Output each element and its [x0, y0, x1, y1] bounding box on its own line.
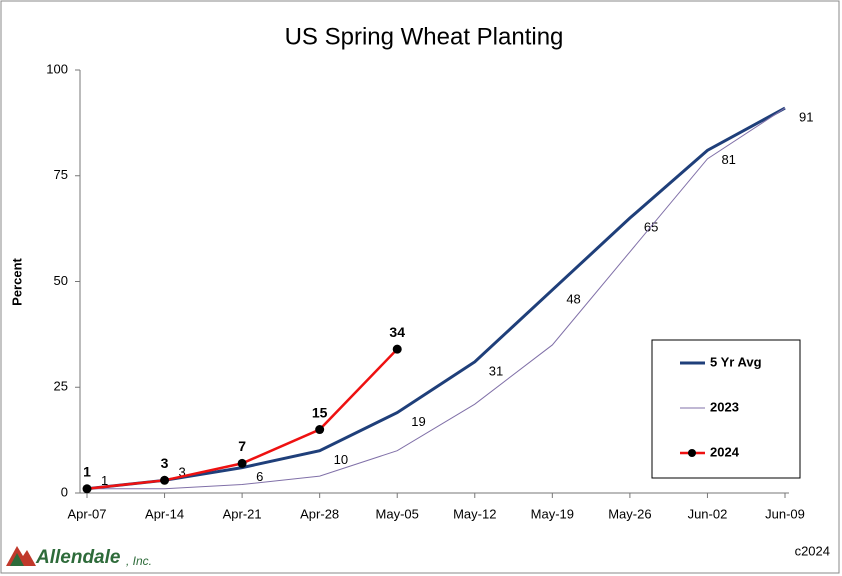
x-tick-label: Apr-14 — [145, 506, 184, 521]
series-line — [87, 107, 786, 490]
x-tick-label: Jun-02 — [688, 506, 728, 521]
data-label: 48 — [566, 291, 580, 306]
data-label: 1 — [101, 473, 108, 488]
data-label: 31 — [489, 363, 503, 378]
y-tick-label: 50 — [54, 273, 68, 288]
x-tick-label: May-26 — [608, 506, 651, 521]
legend-label: 5 Yr Avg — [710, 354, 762, 369]
footer: c2024 — [795, 543, 830, 558]
legend-label: 2023 — [710, 399, 739, 414]
data-label: 81 — [721, 152, 735, 167]
data-label: 91 — [799, 110, 813, 125]
data-label: 10 — [334, 452, 348, 467]
series-marker — [315, 425, 325, 435]
series-marker — [392, 344, 402, 354]
data-label: 3 — [161, 455, 169, 471]
logo-name: Allendale — [35, 547, 121, 568]
logo-icon-inner — [10, 553, 24, 566]
data-label: 6 — [256, 469, 263, 484]
y-tick-label: 0 — [61, 484, 68, 499]
y-axis-label: Percent — [9, 257, 24, 305]
data-label: 19 — [411, 414, 425, 429]
legend-box — [651, 339, 801, 479]
x-tick-label: Apr-07 — [67, 506, 106, 521]
series-line — [86, 106, 786, 491]
chart-title: US Spring Wheat Planting — [285, 23, 564, 50]
data-label: 1 — [83, 463, 91, 479]
series-marker — [160, 475, 170, 485]
data-label: 15 — [312, 404, 328, 420]
legend-label: 2024 — [710, 444, 740, 459]
x-tick-label: Apr-21 — [223, 506, 262, 521]
logo: Allendale , Inc. — [6, 546, 152, 568]
x-tick-label: Apr-28 — [300, 506, 339, 521]
legend-marker — [688, 449, 696, 457]
logo-suffix: , Inc. — [126, 554, 152, 568]
y-tick-label: 25 — [54, 379, 68, 394]
data-label: 7 — [238, 438, 246, 454]
series-marker — [237, 458, 247, 468]
data-label: 34 — [389, 324, 405, 340]
y-tick-label: 100 — [46, 61, 68, 76]
x-tick-label: May-05 — [376, 506, 419, 521]
data-label: 3 — [179, 465, 186, 480]
y-tick-label: 75 — [54, 167, 68, 182]
series-marker — [82, 484, 92, 494]
x-tick-label: May-12 — [453, 506, 496, 521]
x-tick-label: May-19 — [531, 506, 574, 521]
x-tick-label: Jun-09 — [765, 506, 805, 521]
